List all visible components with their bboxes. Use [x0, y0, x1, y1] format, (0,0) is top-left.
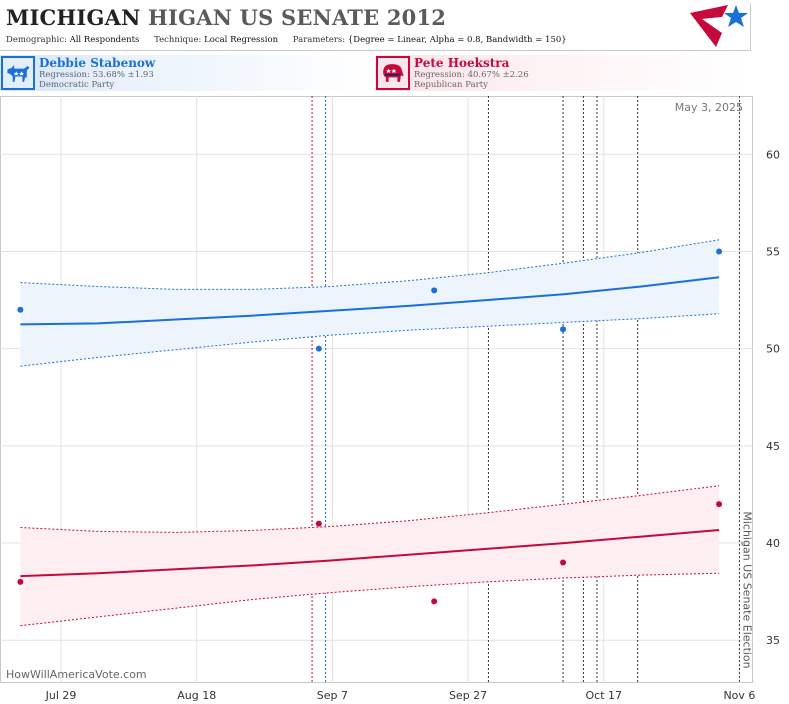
election-label: Michigan US Senate Election	[740, 511, 753, 668]
candidate-name: Pete Hoekstra	[414, 56, 510, 70]
x-tick-label: Oct 17	[585, 689, 622, 702]
confidence-band	[20, 485, 720, 626]
poll-point	[315, 520, 322, 527]
x-tick-label: Sep 27	[449, 689, 487, 702]
confidence-upper-line	[20, 485, 720, 533]
chart-parameters: Demographic: All Respondents Technique: …	[6, 35, 579, 45]
meta-parameters-label: Parameters:	[292, 35, 346, 45]
x-tick-label: Jul 29	[45, 689, 77, 702]
poll-point	[431, 287, 438, 294]
confidence-lower-line	[20, 572, 720, 627]
poll-point	[716, 248, 723, 255]
poll-point	[17, 306, 24, 313]
meta-parameters-value: {Degree = Linear, Alpha = 0.8, Bandwidth…	[347, 35, 567, 45]
trend-line	[20, 529, 720, 578]
title-state: MICHIGAN	[6, 5, 141, 30]
x-tick-label: Nov 6	[723, 689, 755, 702]
candidate-democrat[interactable]: Debbie Stabenow Regression: 53.68% ±1.93…	[0, 55, 375, 91]
y-tick-label: 60	[766, 148, 780, 161]
poll-point	[17, 578, 24, 585]
chart-header: MICHIGAN HIGAN US SENATE 2012 Demographi…	[0, 0, 789, 51]
poll-point	[315, 345, 322, 352]
candidate-regression: Regression: 40.67% ±2.26	[414, 70, 529, 80]
candidate-regression: Regression: 53.68% ±1.93	[39, 70, 154, 80]
y-tick-label: 50	[766, 343, 780, 356]
y-tick-label: 40	[766, 537, 780, 550]
meta-technique-label: Technique:	[154, 35, 202, 45]
poll-point	[560, 326, 567, 333]
candidate-party: Republican Party	[414, 80, 488, 90]
x-tick-label: Sep 7	[317, 689, 348, 702]
star-flag-logo-icon[interactable]	[688, 3, 750, 49]
title-race: HIGAN US SENATE 2012	[148, 5, 447, 30]
meta-demographic-value: All Respondents	[69, 35, 140, 45]
meta-demographic-label: Demographic:	[6, 35, 67, 45]
candidate-name: Debbie Stabenow	[39, 56, 156, 70]
header-divider	[750, 3, 751, 51]
poll-point	[716, 501, 723, 508]
confidence-lower-line	[20, 313, 720, 367]
candidate-party: Democratic Party	[39, 80, 115, 90]
date-stamp: May 3, 2025	[675, 101, 743, 114]
trend-line	[20, 276, 720, 326]
y-tick-label: 35	[766, 634, 780, 647]
confidence-upper-line	[20, 239, 720, 290]
y-tick-label: 45	[766, 440, 780, 453]
poll-point	[560, 559, 567, 566]
watermark: HowWillAmericaVote.com	[6, 668, 147, 681]
poll-point	[431, 598, 438, 605]
x-tick-label: Aug 18	[177, 689, 216, 702]
header-rule	[0, 50, 750, 51]
elephant-icon	[376, 56, 410, 90]
chart-title: MICHIGAN HIGAN US SENATE 2012	[6, 5, 446, 30]
meta-technique-value: Local Regression	[204, 35, 279, 45]
confidence-band	[20, 239, 720, 367]
donkey-icon	[1, 56, 35, 90]
candidate-republican[interactable]: Pete Hoekstra Regression: 40.67% ±2.26 R…	[375, 55, 750, 91]
y-tick-label: 55	[766, 245, 780, 258]
